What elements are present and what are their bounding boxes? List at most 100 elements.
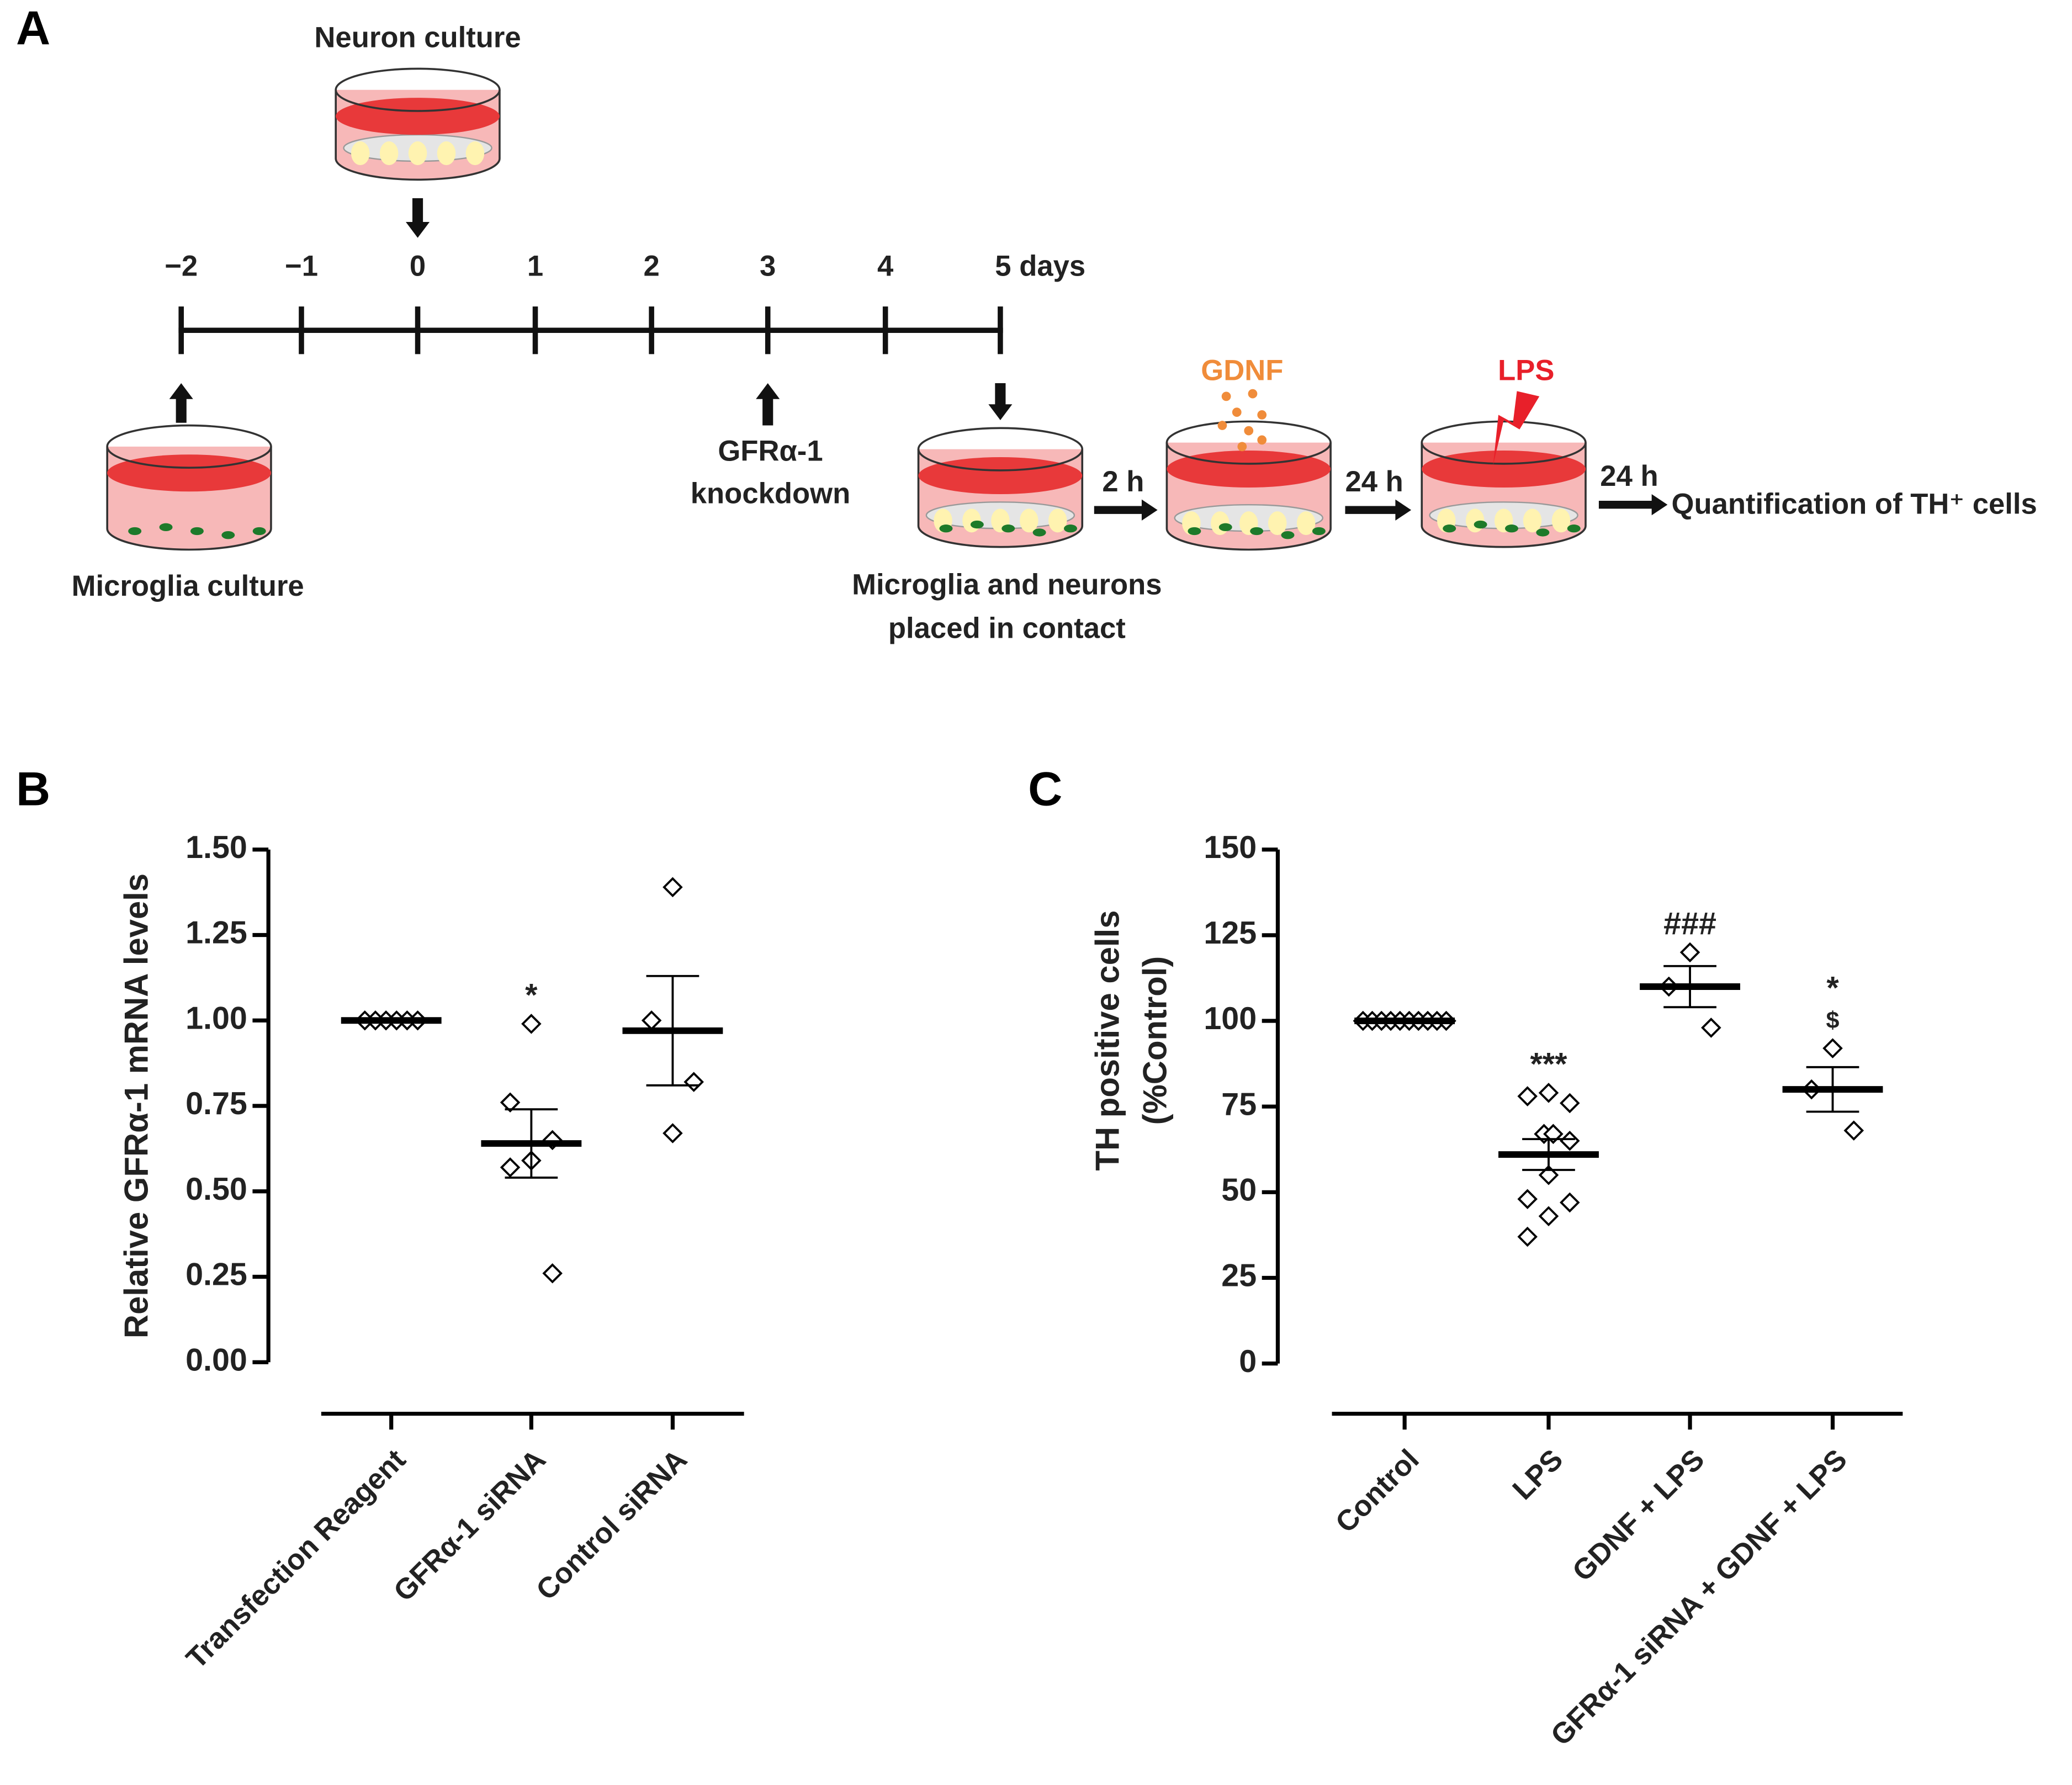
arrow bbox=[988, 383, 1013, 420]
timeline-label: 4 bbox=[877, 250, 893, 283]
medium bbox=[1167, 451, 1331, 488]
arrow bbox=[1598, 494, 1668, 516]
microglia bbox=[970, 520, 984, 529]
data-point bbox=[1560, 1192, 1580, 1213]
annotation: $ bbox=[1826, 1007, 1840, 1034]
data-point bbox=[683, 1072, 704, 1092]
data-point bbox=[542, 1130, 563, 1151]
data-point bbox=[1543, 1124, 1564, 1145]
data-point bbox=[500, 1157, 521, 1178]
microglia bbox=[1188, 527, 1201, 536]
neuron bbox=[1048, 509, 1067, 533]
microglia bbox=[1443, 525, 1456, 533]
data-point bbox=[500, 1092, 521, 1113]
data-point bbox=[663, 1123, 683, 1143]
data-point bbox=[542, 1263, 563, 1284]
y-tick-label: 0.75 bbox=[186, 1086, 247, 1121]
timeline-label: 1 bbox=[527, 250, 543, 283]
microglia bbox=[1250, 527, 1264, 536]
neuron bbox=[1211, 511, 1230, 536]
gdnf-label: GDNF bbox=[1201, 354, 1283, 387]
microglia bbox=[1064, 525, 1077, 533]
x-tick-label: GFRα-1 siRNA + GDNF + LPS bbox=[1545, 1443, 1853, 1752]
neuron-culture-label: Neuron culture bbox=[314, 22, 521, 54]
data-point bbox=[663, 877, 683, 898]
contact-label: placed in contact bbox=[888, 612, 1126, 644]
neuron bbox=[962, 509, 981, 533]
y-tick-label: 25 bbox=[1221, 1258, 1257, 1294]
y-tick-label: 0.50 bbox=[186, 1172, 247, 1207]
gdnf-dot bbox=[1248, 389, 1258, 399]
panel-label: B bbox=[16, 763, 50, 816]
y-tick-label: 150 bbox=[1204, 830, 1257, 865]
microglia bbox=[159, 523, 173, 532]
x-tick-label: Control bbox=[1329, 1443, 1426, 1539]
y-tick-label: 1.25 bbox=[186, 915, 247, 951]
arrow bbox=[756, 383, 780, 426]
timeline-label: 3 bbox=[760, 250, 776, 283]
x-tick-label: LPS bbox=[1506, 1443, 1569, 1506]
neuron bbox=[1523, 509, 1542, 533]
dish-rim bbox=[1165, 420, 1332, 465]
quantification-label: Quantification of TH⁺ cells bbox=[1672, 488, 2037, 520]
y-axis-label: TH positive cells bbox=[1089, 910, 1126, 1171]
neuron bbox=[379, 141, 399, 166]
lps-label: LPS bbox=[1498, 354, 1554, 387]
data-point bbox=[1538, 1206, 1559, 1227]
y-tick-label: 0.25 bbox=[186, 1257, 247, 1293]
annotation: * bbox=[1826, 971, 1839, 1006]
knockdown-label: knockdown bbox=[691, 477, 850, 510]
y-tick-label: 0 bbox=[1239, 1344, 1257, 1379]
gdnf-dot bbox=[1232, 407, 1242, 417]
data-point bbox=[521, 1014, 542, 1034]
timeline-label: −1 bbox=[285, 250, 318, 283]
data-point bbox=[1701, 1018, 1721, 1038]
neuron bbox=[465, 141, 485, 166]
arrow bbox=[1345, 499, 1412, 521]
neuron bbox=[1551, 509, 1571, 533]
microglia bbox=[221, 531, 235, 539]
microglia bbox=[1312, 527, 1326, 536]
gdnf-dot bbox=[1221, 391, 1231, 401]
y-tick-label: 75 bbox=[1221, 1087, 1257, 1122]
y-tick-label: 0.00 bbox=[186, 1342, 247, 1378]
neuron bbox=[351, 141, 370, 166]
y-tick-label: 100 bbox=[1204, 1001, 1257, 1036]
dish-rim bbox=[106, 424, 272, 469]
data-point bbox=[641, 1010, 662, 1031]
dish-rim bbox=[917, 427, 1084, 472]
timeline-label: −2 bbox=[165, 250, 198, 283]
data-point bbox=[1560, 1093, 1580, 1114]
interval-label: 24 h bbox=[1345, 465, 1403, 498]
neuron bbox=[408, 141, 427, 166]
interval-label: 24 h bbox=[1600, 460, 1658, 492]
y-axis-label: Relative GFRα-1 mRNA levels bbox=[118, 873, 155, 1338]
dish-rim bbox=[335, 67, 501, 112]
neuron bbox=[1020, 509, 1038, 533]
data-point bbox=[1679, 942, 1700, 963]
timeline-label: 2 bbox=[643, 250, 659, 283]
arrow bbox=[406, 198, 430, 238]
microglia bbox=[1001, 525, 1015, 533]
x-tick-label: Control siRNA bbox=[530, 1443, 693, 1607]
microglia bbox=[1281, 531, 1295, 539]
dish-rim bbox=[1421, 420, 1587, 465]
microglia bbox=[1536, 528, 1550, 537]
y-tick-label: 50 bbox=[1221, 1172, 1257, 1207]
panel-label: C bbox=[1028, 763, 1062, 816]
timeline-label: 0 bbox=[410, 250, 426, 283]
data-point bbox=[1538, 1083, 1559, 1103]
x-tick-label: GFRα-1 siRNA bbox=[388, 1443, 552, 1608]
microglia bbox=[1218, 523, 1232, 532]
gdnf-dot bbox=[1257, 410, 1267, 420]
annotation: * bbox=[525, 978, 538, 1013]
gdnf-dot bbox=[1217, 421, 1227, 430]
data-point bbox=[1517, 1189, 1538, 1209]
microglia bbox=[190, 527, 204, 536]
neuron bbox=[1268, 511, 1287, 536]
arrow bbox=[1094, 499, 1158, 521]
medium bbox=[918, 457, 1083, 494]
x-tick-label: Transfection Reagent bbox=[180, 1443, 412, 1675]
data-point bbox=[1517, 1226, 1538, 1247]
data-point bbox=[1517, 1086, 1538, 1106]
